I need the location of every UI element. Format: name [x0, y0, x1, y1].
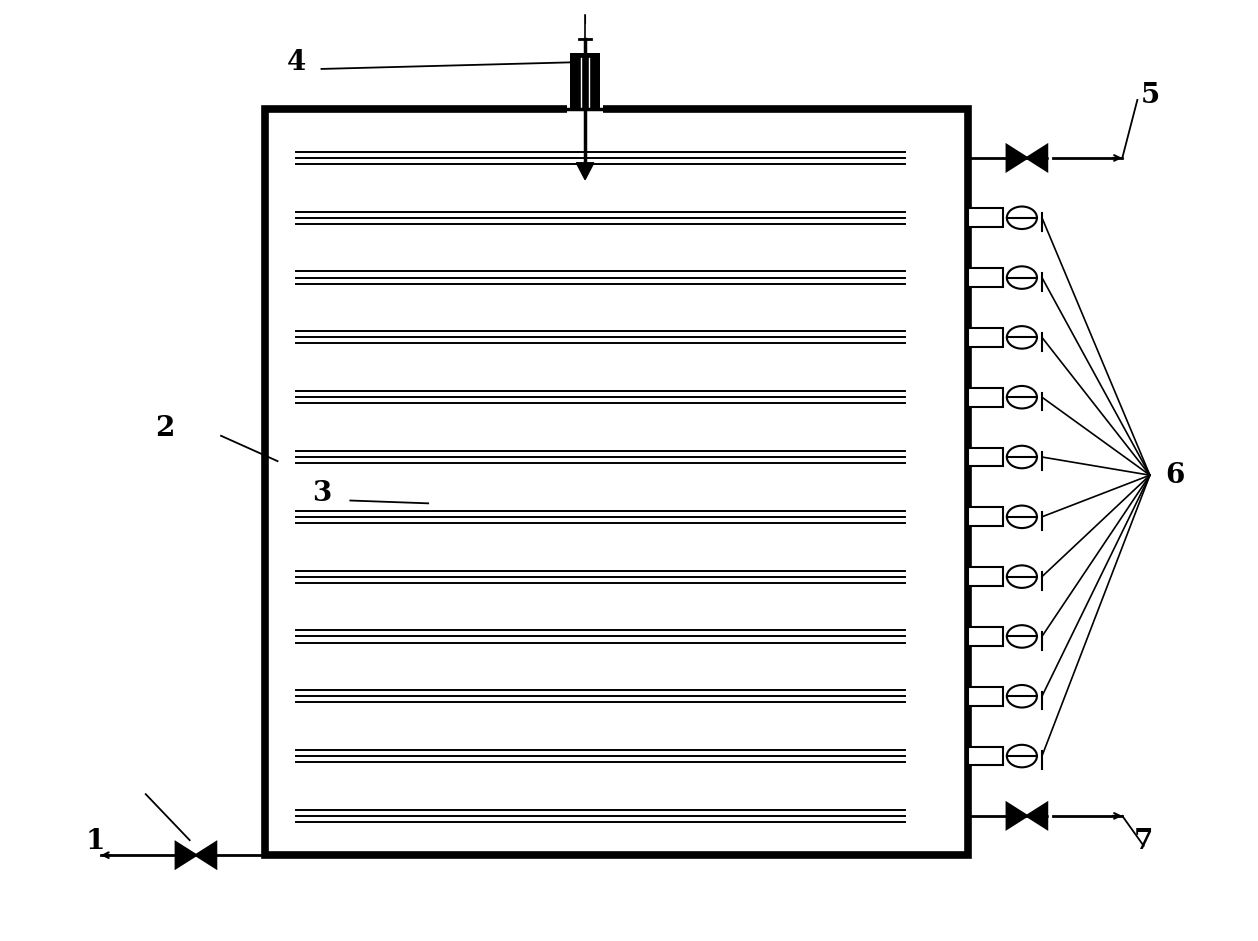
- Polygon shape: [196, 842, 216, 868]
- Text: 6: 6: [1165, 462, 1185, 488]
- Polygon shape: [176, 842, 196, 868]
- Bar: [967, 208, 1003, 227]
- Polygon shape: [1006, 803, 1027, 829]
- Text: 5: 5: [1140, 82, 1160, 109]
- Polygon shape: [576, 163, 594, 180]
- Bar: [967, 567, 1003, 586]
- Bar: [567, 104, 603, 115]
- Text: 1: 1: [86, 827, 106, 854]
- Polygon shape: [1006, 145, 1027, 170]
- Text: 3: 3: [312, 481, 331, 507]
- Bar: [967, 687, 1003, 706]
- Bar: [967, 328, 1003, 347]
- Bar: [967, 627, 1003, 646]
- Bar: [967, 747, 1003, 765]
- Bar: [570, 53, 600, 109]
- Polygon shape: [1027, 145, 1047, 170]
- Bar: [265, 109, 967, 855]
- Text: 4: 4: [287, 49, 306, 76]
- Bar: [967, 448, 1003, 467]
- Bar: [967, 388, 1003, 407]
- Text: 2: 2: [155, 415, 175, 441]
- Polygon shape: [1027, 803, 1047, 829]
- Bar: [967, 268, 1003, 287]
- Bar: [967, 507, 1003, 526]
- Text: 7: 7: [1133, 827, 1154, 854]
